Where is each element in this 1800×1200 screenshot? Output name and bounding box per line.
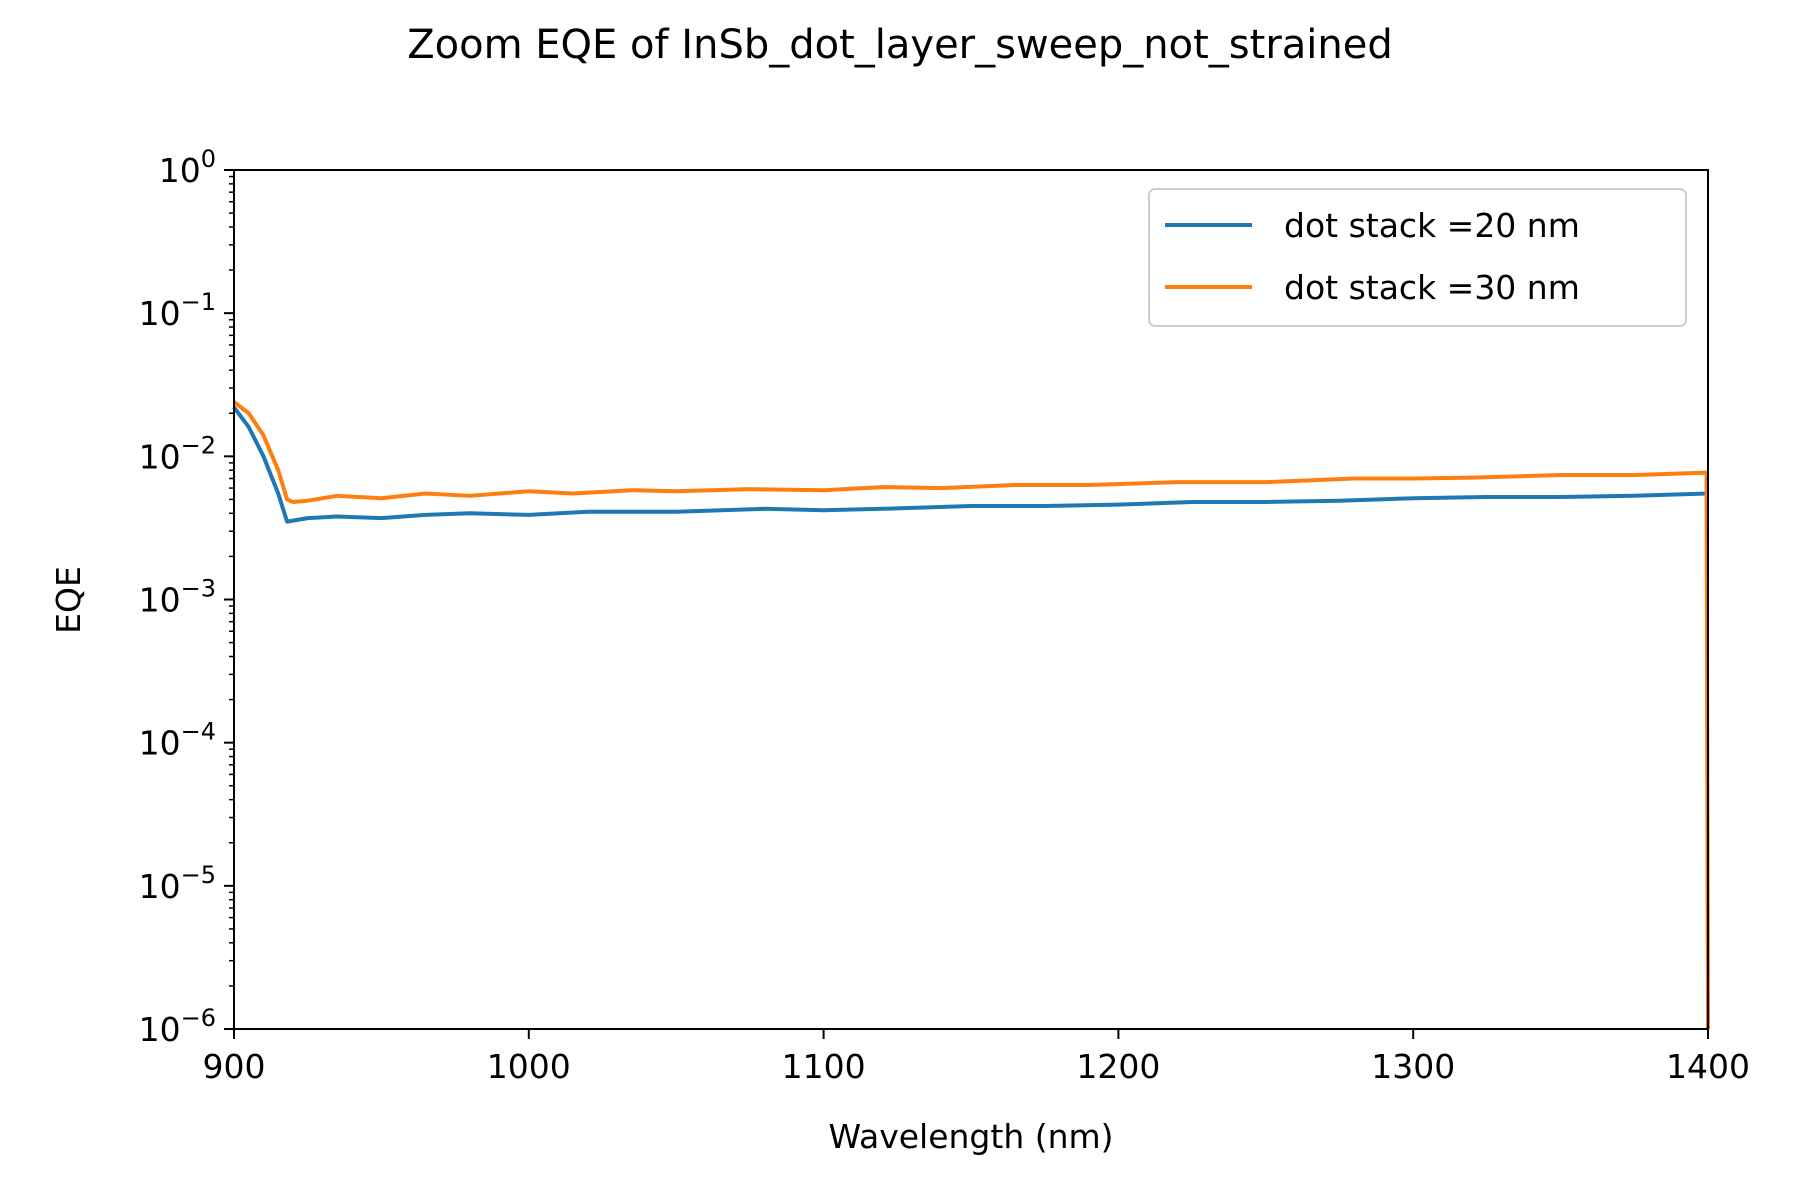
- y-tick-label: 100: [159, 145, 216, 190]
- x-axis-ticks: 900 1000 1100 1200 1300 1400: [203, 1029, 1750, 1086]
- y-tick-label: 10−6: [139, 1004, 216, 1049]
- legend-label-30nm: dot stack =30 nm: [1284, 268, 1580, 307]
- y-tick-label: 10−3: [139, 575, 216, 620]
- y-tick-label: 10−1: [139, 288, 216, 333]
- y-tick-label: 10−4: [139, 718, 216, 763]
- legend-label-20nm: dot stack =20 nm: [1284, 206, 1580, 245]
- series-line-1: [232, 406, 1709, 524]
- x-tick-label: 1000: [487, 1047, 571, 1086]
- plot-lines: [232, 400, 1710, 1030]
- x-tick-label: 900: [203, 1047, 266, 1086]
- chart-title: Zoom EQE of InSb_dot_layer_sweep_not_str…: [407, 22, 1393, 68]
- x-tick-label: 1200: [1076, 1047, 1160, 1086]
- y-axis-label: EQE: [49, 566, 88, 634]
- x-tick-label: 1100: [782, 1047, 866, 1086]
- legend-box: [1148, 188, 1687, 327]
- y-tick-label: 10−2: [139, 431, 216, 476]
- x-tick-label: 1300: [1371, 1047, 1455, 1086]
- legend: dot stack =20 nm dot stack =30 nm: [1148, 188, 1687, 327]
- y-tick-label: 10−5: [139, 861, 216, 906]
- y-axis-ticks: 10−6 10−5 10−4 10−3 10−2 10−1 100: [139, 145, 234, 1049]
- x-tick-label: 1400: [1666, 1047, 1750, 1086]
- series-line-2: [232, 400, 1710, 1030]
- x-axis-label: Wavelength (nm): [828, 1117, 1113, 1156]
